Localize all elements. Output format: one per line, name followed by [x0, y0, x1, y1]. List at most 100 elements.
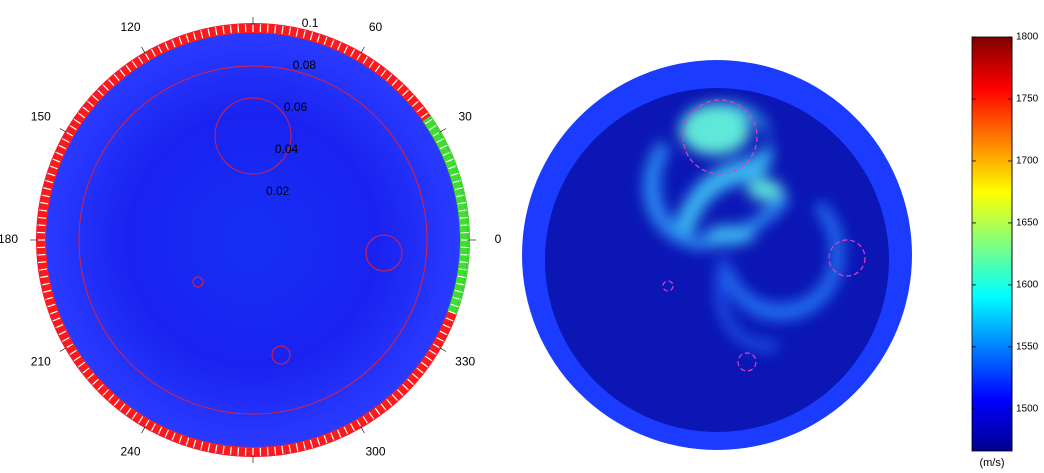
ring-tick — [138, 56, 144, 64]
ring-tick — [309, 32, 314, 41]
ring-tick — [131, 412, 138, 420]
colorbar-label: (m/s) — [979, 457, 1004, 469]
ring-tick — [429, 349, 437, 355]
theta-tick — [141, 426, 146, 434]
ring-tick — [416, 367, 424, 374]
ring-tick — [52, 158, 61, 163]
ring-tick — [237, 24, 240, 33]
ring-tick — [380, 403, 387, 411]
ring-tick — [97, 89, 104, 96]
ring-tick — [144, 419, 150, 428]
theta-tick — [360, 46, 365, 54]
ring-tick — [65, 343, 74, 349]
ring-tick — [151, 423, 156, 431]
ring-tick — [343, 426, 349, 435]
ring-tick — [77, 112, 86, 119]
theta-tick-label: 60 — [369, 20, 383, 34]
ring-tick — [407, 378, 414, 385]
theta-tick — [141, 46, 146, 54]
colorbar-tick-label: 1700 — [1016, 156, 1039, 167]
ring-tick — [39, 268, 48, 271]
ring-tick — [192, 439, 197, 448]
ring-tick — [309, 439, 314, 448]
ring-tick — [420, 361, 429, 368]
ring-tick — [374, 407, 381, 416]
ring-tick — [295, 28, 299, 37]
ring-tick — [442, 151, 451, 156]
ring-tick — [82, 367, 90, 374]
ring-tick — [337, 429, 342, 438]
ring-tick — [450, 172, 459, 177]
ring-tick — [454, 187, 463, 191]
ring-tick — [330, 432, 335, 441]
ring-tick — [343, 45, 349, 54]
ring-tick — [452, 296, 461, 301]
region-circle — [271, 345, 291, 365]
ring-tick — [138, 416, 144, 424]
theta-tick-label: 120 — [120, 20, 140, 34]
ring-tick — [457, 201, 466, 205]
ring-tick — [178, 435, 183, 444]
ring-tick — [229, 25, 232, 34]
r-tick-label: 0.04 — [275, 142, 299, 156]
ring-tick — [87, 100, 95, 107]
ring-tick — [237, 447, 240, 456]
ring-tick — [55, 151, 64, 156]
ring-tick — [302, 30, 306, 39]
ring-tick — [456, 194, 465, 198]
ring-tick — [62, 337, 70, 342]
region-circle — [192, 276, 204, 288]
ring-tick — [77, 361, 86, 368]
ring-tick — [448, 310, 457, 315]
target-circles — [662, 99, 866, 372]
ring-tick — [58, 144, 67, 150]
ring-tick — [214, 27, 218, 36]
ring-tick — [200, 441, 204, 450]
ring-tick — [350, 49, 355, 57]
ring-tick — [164, 429, 169, 438]
ring-tick — [411, 373, 419, 380]
ring-tick — [362, 416, 368, 424]
ring-tick — [40, 275, 49, 279]
ring-tick — [222, 445, 225, 454]
ring-tick — [350, 423, 355, 431]
ring-tick — [397, 389, 404, 396]
region-circle — [214, 97, 292, 175]
ring-tick — [45, 296, 54, 301]
theta-tick — [360, 426, 365, 434]
ring-tick — [38, 261, 47, 264]
ring-tick — [452, 179, 461, 184]
ring-tick — [119, 69, 126, 77]
r-tick-label: 0.08 — [293, 58, 317, 72]
ring-tick — [222, 26, 225, 35]
ring-tick — [407, 95, 414, 102]
ring-tick — [55, 324, 64, 329]
ring-tick — [386, 74, 393, 82]
ring-tick — [460, 224, 469, 227]
ring-tick — [457, 275, 466, 279]
ring-tick — [288, 27, 292, 36]
ring-tick — [41, 282, 50, 286]
ring-tick — [374, 64, 381, 73]
ring-tick — [402, 89, 409, 96]
colorbar-tick-label: 1550 — [1016, 342, 1039, 353]
ring-tick — [62, 138, 70, 143]
ring-tick — [436, 138, 444, 143]
colorbar-tick-label: 1800 — [1016, 32, 1039, 43]
ring-tick — [171, 432, 176, 441]
ring-tick — [302, 441, 306, 450]
ring-tick — [92, 378, 99, 385]
r-grid — [166, 153, 340, 327]
ring-tick — [391, 79, 398, 86]
theta-tick — [59, 347, 67, 352]
ring-tick — [113, 74, 120, 82]
ring-tick — [429, 125, 437, 131]
ring-tick — [192, 32, 197, 41]
ring-tick — [39, 209, 48, 212]
ring-tick — [460, 253, 469, 256]
ring-tick — [207, 28, 211, 37]
ring-tick — [52, 317, 61, 322]
ring-tick — [411, 100, 419, 107]
ring-tick — [316, 437, 321, 446]
